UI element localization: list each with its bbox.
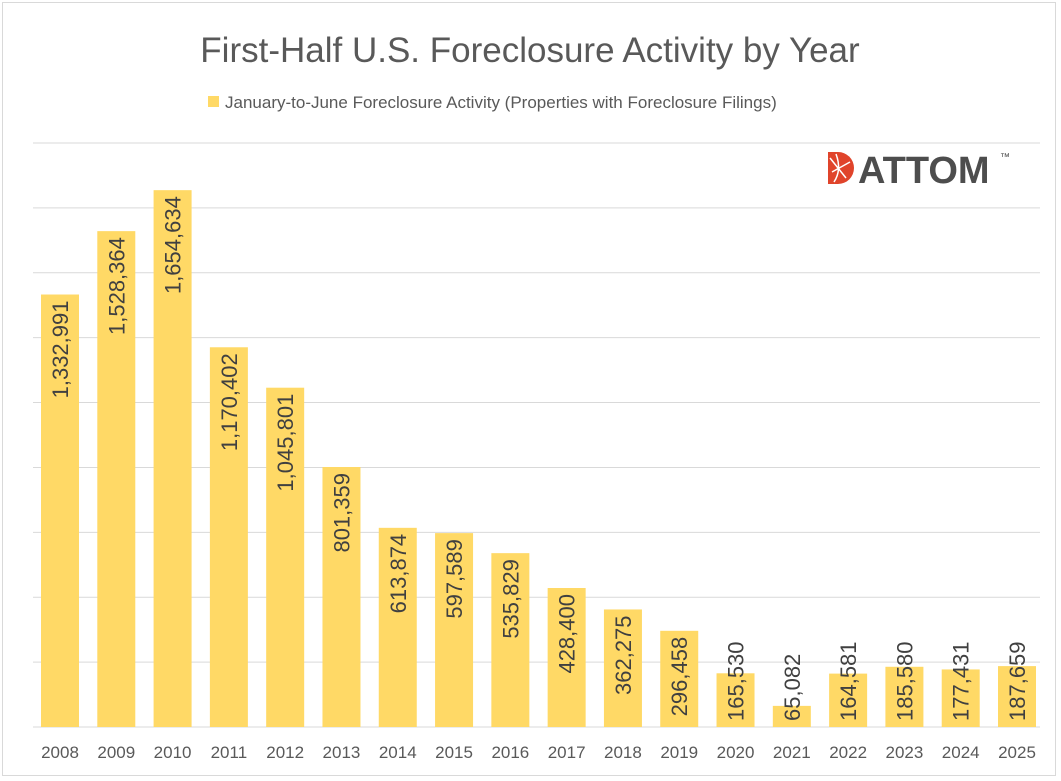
bar-2020	[716, 673, 755, 727]
x-tick-label: 2020	[717, 743, 755, 762]
bar-2023	[885, 666, 924, 727]
data-label-2020: 165,530	[724, 641, 749, 721]
data-label-2010: 1,654,634	[161, 196, 186, 294]
bar-2021	[772, 705, 811, 727]
x-tick-label: 2021	[773, 743, 811, 762]
data-label-2021: 65,082	[780, 654, 805, 721]
x-tick-label: 2025	[998, 743, 1036, 762]
bar-2025	[998, 666, 1036, 727]
data-label-2017: 428,400	[555, 594, 580, 674]
x-tick-label: 2013	[323, 743, 361, 762]
bar-2008	[41, 294, 79, 727]
x-tick-label: 2011	[211, 743, 248, 762]
x-tick-label: 2017	[548, 743, 586, 762]
data-label-2014: 613,874	[386, 534, 411, 614]
bar-2016	[491, 553, 530, 727]
bar-2011	[209, 347, 248, 727]
x-tick-label: 2024	[942, 743, 980, 762]
data-label-2008: 1,332,991	[48, 301, 73, 399]
data-label-2024: 177,431	[949, 641, 974, 721]
x-tick-label: 2009	[97, 743, 135, 762]
x-tick-label: 2022	[829, 743, 867, 762]
legend-swatch	[208, 96, 219, 107]
data-label-2016: 535,829	[498, 559, 523, 639]
logo-text: ATTOM	[858, 150, 990, 192]
bar-2024	[941, 669, 980, 727]
data-label-2018: 362,275	[611, 615, 636, 695]
x-tick-label: 2018	[604, 743, 642, 762]
data-label-2009: 1,528,364	[104, 237, 129, 335]
data-label-2011: 1,170,402	[217, 353, 242, 451]
data-label-2015: 597,589	[442, 539, 467, 619]
bar-2012	[266, 387, 305, 727]
bar-2015	[435, 533, 474, 727]
x-tick-label: 2015	[435, 743, 473, 762]
x-tick-label: 2010	[154, 743, 192, 762]
bar-2010	[153, 190, 192, 727]
legend-label: January-to-June Foreclosure Activity (Pr…	[225, 93, 777, 112]
data-label-2023: 185,580	[892, 641, 917, 721]
logo-trademark: ™	[1000, 152, 1010, 163]
x-tick-label: 2012	[266, 743, 304, 762]
x-tick-label: 2014	[379, 743, 417, 762]
attom-logo-mark-icon	[828, 152, 854, 184]
bar-2014	[378, 527, 417, 727]
legend: January-to-June Foreclosure Activity (Pr…	[208, 93, 777, 112]
attom-logo: ATTOM ™	[828, 150, 1010, 192]
x-tick-label: 2008	[41, 743, 79, 762]
x-tick-label: 2016	[491, 743, 529, 762]
x-tick-label: 2023	[885, 743, 923, 762]
data-label-2013: 801,359	[329, 473, 354, 553]
bar-2009	[97, 231, 136, 727]
bar-2018	[603, 609, 642, 727]
bar-2017	[547, 588, 586, 727]
bar-2019	[660, 630, 699, 727]
bar-2013	[322, 467, 361, 727]
x-tick-label: 2019	[660, 743, 698, 762]
chart-title: First-Half U.S. Foreclosure Activity by …	[200, 31, 860, 70]
data-label-2022: 164,581	[836, 641, 861, 721]
data-label-2012: 1,045,801	[273, 394, 298, 492]
bar-2022	[829, 673, 868, 727]
data-label-2019: 296,458	[667, 637, 692, 717]
data-label-2025: 187,659	[1005, 641, 1030, 721]
